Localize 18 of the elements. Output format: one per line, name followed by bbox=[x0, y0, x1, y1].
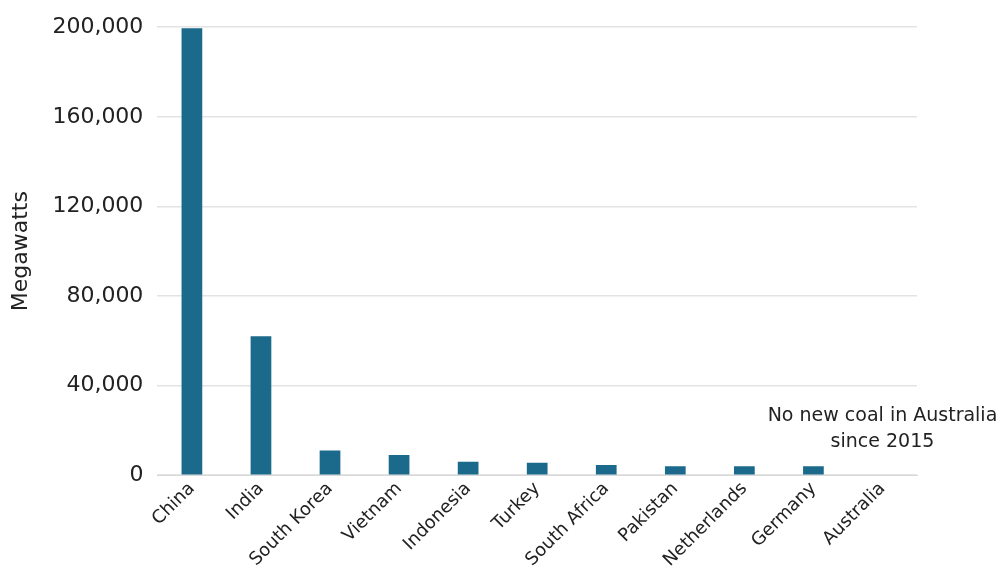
annotation: No new coal in Australia since 2015 bbox=[767, 403, 998, 452]
bar bbox=[734, 466, 755, 475]
bar bbox=[595, 465, 617, 475]
y-axis-title: Megawatts bbox=[6, 191, 32, 312]
y-tick-label: 160,000 bbox=[52, 102, 144, 128]
y-tick-label: 120,000 bbox=[52, 192, 144, 218]
y-tick-label: 0 bbox=[129, 460, 144, 486]
bar bbox=[803, 466, 824, 475]
bar bbox=[457, 461, 479, 475]
y-tick-label: 40,000 bbox=[66, 371, 144, 397]
y-tick-label: 200,000 bbox=[52, 12, 144, 38]
bar bbox=[526, 462, 548, 475]
bar bbox=[319, 450, 341, 475]
bar bbox=[250, 336, 272, 475]
y-tick-label: 80,000 bbox=[66, 281, 144, 307]
bar bbox=[388, 454, 410, 475]
bar bbox=[181, 28, 203, 475]
bar bbox=[664, 466, 686, 475]
